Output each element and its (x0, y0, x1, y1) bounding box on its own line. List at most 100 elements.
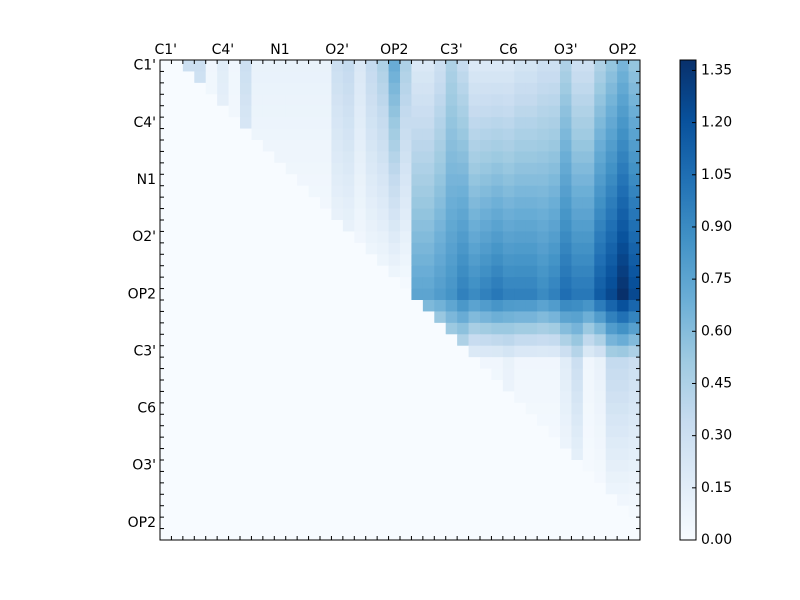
heatmap-cell (457, 288, 469, 301)
heatmap-cell (411, 288, 424, 301)
heatmap-cell (605, 460, 618, 472)
heatmap-cell (560, 151, 572, 164)
heatmap-cell (217, 94, 229, 107)
heatmap-cell (388, 174, 401, 187)
heatmap-cell (422, 185, 435, 198)
heatmap-cell (217, 71, 229, 84)
heatmap-cell (365, 368, 378, 381)
heatmap-cell (274, 300, 287, 312)
heatmap-cell (320, 300, 332, 312)
heatmap-cell (377, 357, 389, 369)
heatmap-cell (617, 71, 629, 84)
heatmap-cell (434, 505, 447, 518)
minor-ticks (159, 59, 641, 541)
heatmap-cell (342, 185, 355, 198)
heatmap-cell (297, 300, 309, 312)
heatmap-cell (160, 528, 172, 541)
heatmap-cell (445, 425, 458, 438)
heatmap-cell (560, 185, 572, 198)
heatmap-cell (480, 517, 492, 529)
heatmap-cell (251, 425, 264, 438)
heatmap-cell (377, 460, 389, 472)
heatmap-cell (457, 437, 469, 449)
heatmap-cell (171, 482, 184, 495)
heatmap-cell (422, 174, 435, 187)
heatmap-cell (514, 94, 527, 107)
heatmap-cell (514, 117, 527, 129)
heatmap-cell (617, 448, 629, 461)
heatmap-cell (411, 448, 424, 461)
heatmap-cell (297, 71, 309, 84)
heatmap-cell (205, 117, 218, 129)
heatmap-cell (434, 94, 447, 107)
heatmap-cell (582, 311, 595, 324)
heatmap-cell (525, 242, 538, 255)
heatmap-cell (365, 197, 378, 209)
heatmap-cell (228, 208, 241, 221)
heatmap-cell (297, 471, 309, 484)
heatmap-cell (194, 482, 207, 495)
heatmap-cell (502, 117, 515, 129)
heatmap-cell (457, 425, 469, 438)
heatmap-cell (400, 448, 412, 461)
heatmap-cell (194, 322, 207, 335)
heatmap-cell (274, 368, 287, 381)
heatmap-cell (354, 448, 367, 461)
heatmap-cell (205, 471, 218, 484)
heatmap-cell (171, 517, 184, 529)
heatmap-cell (468, 231, 481, 244)
heatmap-cell (342, 151, 355, 164)
heatmap-cell (628, 300, 641, 312)
heatmap-cell (171, 402, 184, 415)
heatmap-cell (514, 494, 527, 507)
colorbar-tick-label: 0.90 (701, 219, 732, 235)
heatmap-cell (342, 288, 355, 301)
heatmap-cell (240, 174, 252, 187)
heatmap-cell (548, 174, 561, 187)
heatmap-cell (491, 231, 504, 244)
heatmap-cell (411, 380, 424, 392)
heatmap-cell (228, 322, 241, 335)
heatmap-cell (388, 117, 401, 129)
heatmap-cell (560, 482, 572, 495)
heatmap-cell (251, 117, 264, 129)
heatmap-cell (480, 402, 492, 415)
heatmap-cell (171, 242, 184, 255)
heatmap-cell (480, 528, 492, 541)
heatmap-cell (422, 494, 435, 507)
heatmap-cell (605, 345, 618, 358)
heatmap-cell (182, 425, 195, 438)
heatmap-cell (514, 505, 527, 518)
heatmap-cell (285, 357, 298, 369)
heatmap-cell (194, 105, 207, 118)
heatmap-cell (308, 334, 321, 347)
heatmap-cell (537, 208, 549, 221)
heatmap-cell (594, 220, 607, 232)
heatmap-cell (560, 345, 572, 358)
heatmap-cell (571, 60, 584, 72)
heatmap-cell (628, 322, 641, 335)
heatmap-cell (400, 105, 412, 118)
heatmap-cell (240, 322, 252, 335)
heatmap-cell (582, 368, 595, 381)
heatmap-cell (502, 128, 515, 141)
heatmap-cell (217, 220, 229, 232)
heatmap-cell (548, 391, 561, 404)
heatmap-cell (491, 151, 504, 164)
heatmap-cell (605, 437, 618, 449)
heatmap-cell (605, 300, 618, 312)
heatmap-cell (320, 197, 332, 209)
heatmap-cell (525, 231, 538, 244)
heatmap-cell (331, 242, 344, 255)
heatmap-cell (445, 494, 458, 507)
heatmap-cell (560, 128, 572, 141)
heatmap-cell (331, 471, 344, 484)
heatmap-cell (194, 414, 207, 427)
heatmap-cell (422, 482, 435, 495)
heatmap-cell (205, 197, 218, 209)
heatmap-cell (594, 517, 607, 529)
heatmap-cell (251, 140, 264, 152)
heatmap-cell (331, 322, 344, 335)
heatmap-cell (354, 505, 367, 518)
heatmap-cell (388, 425, 401, 438)
